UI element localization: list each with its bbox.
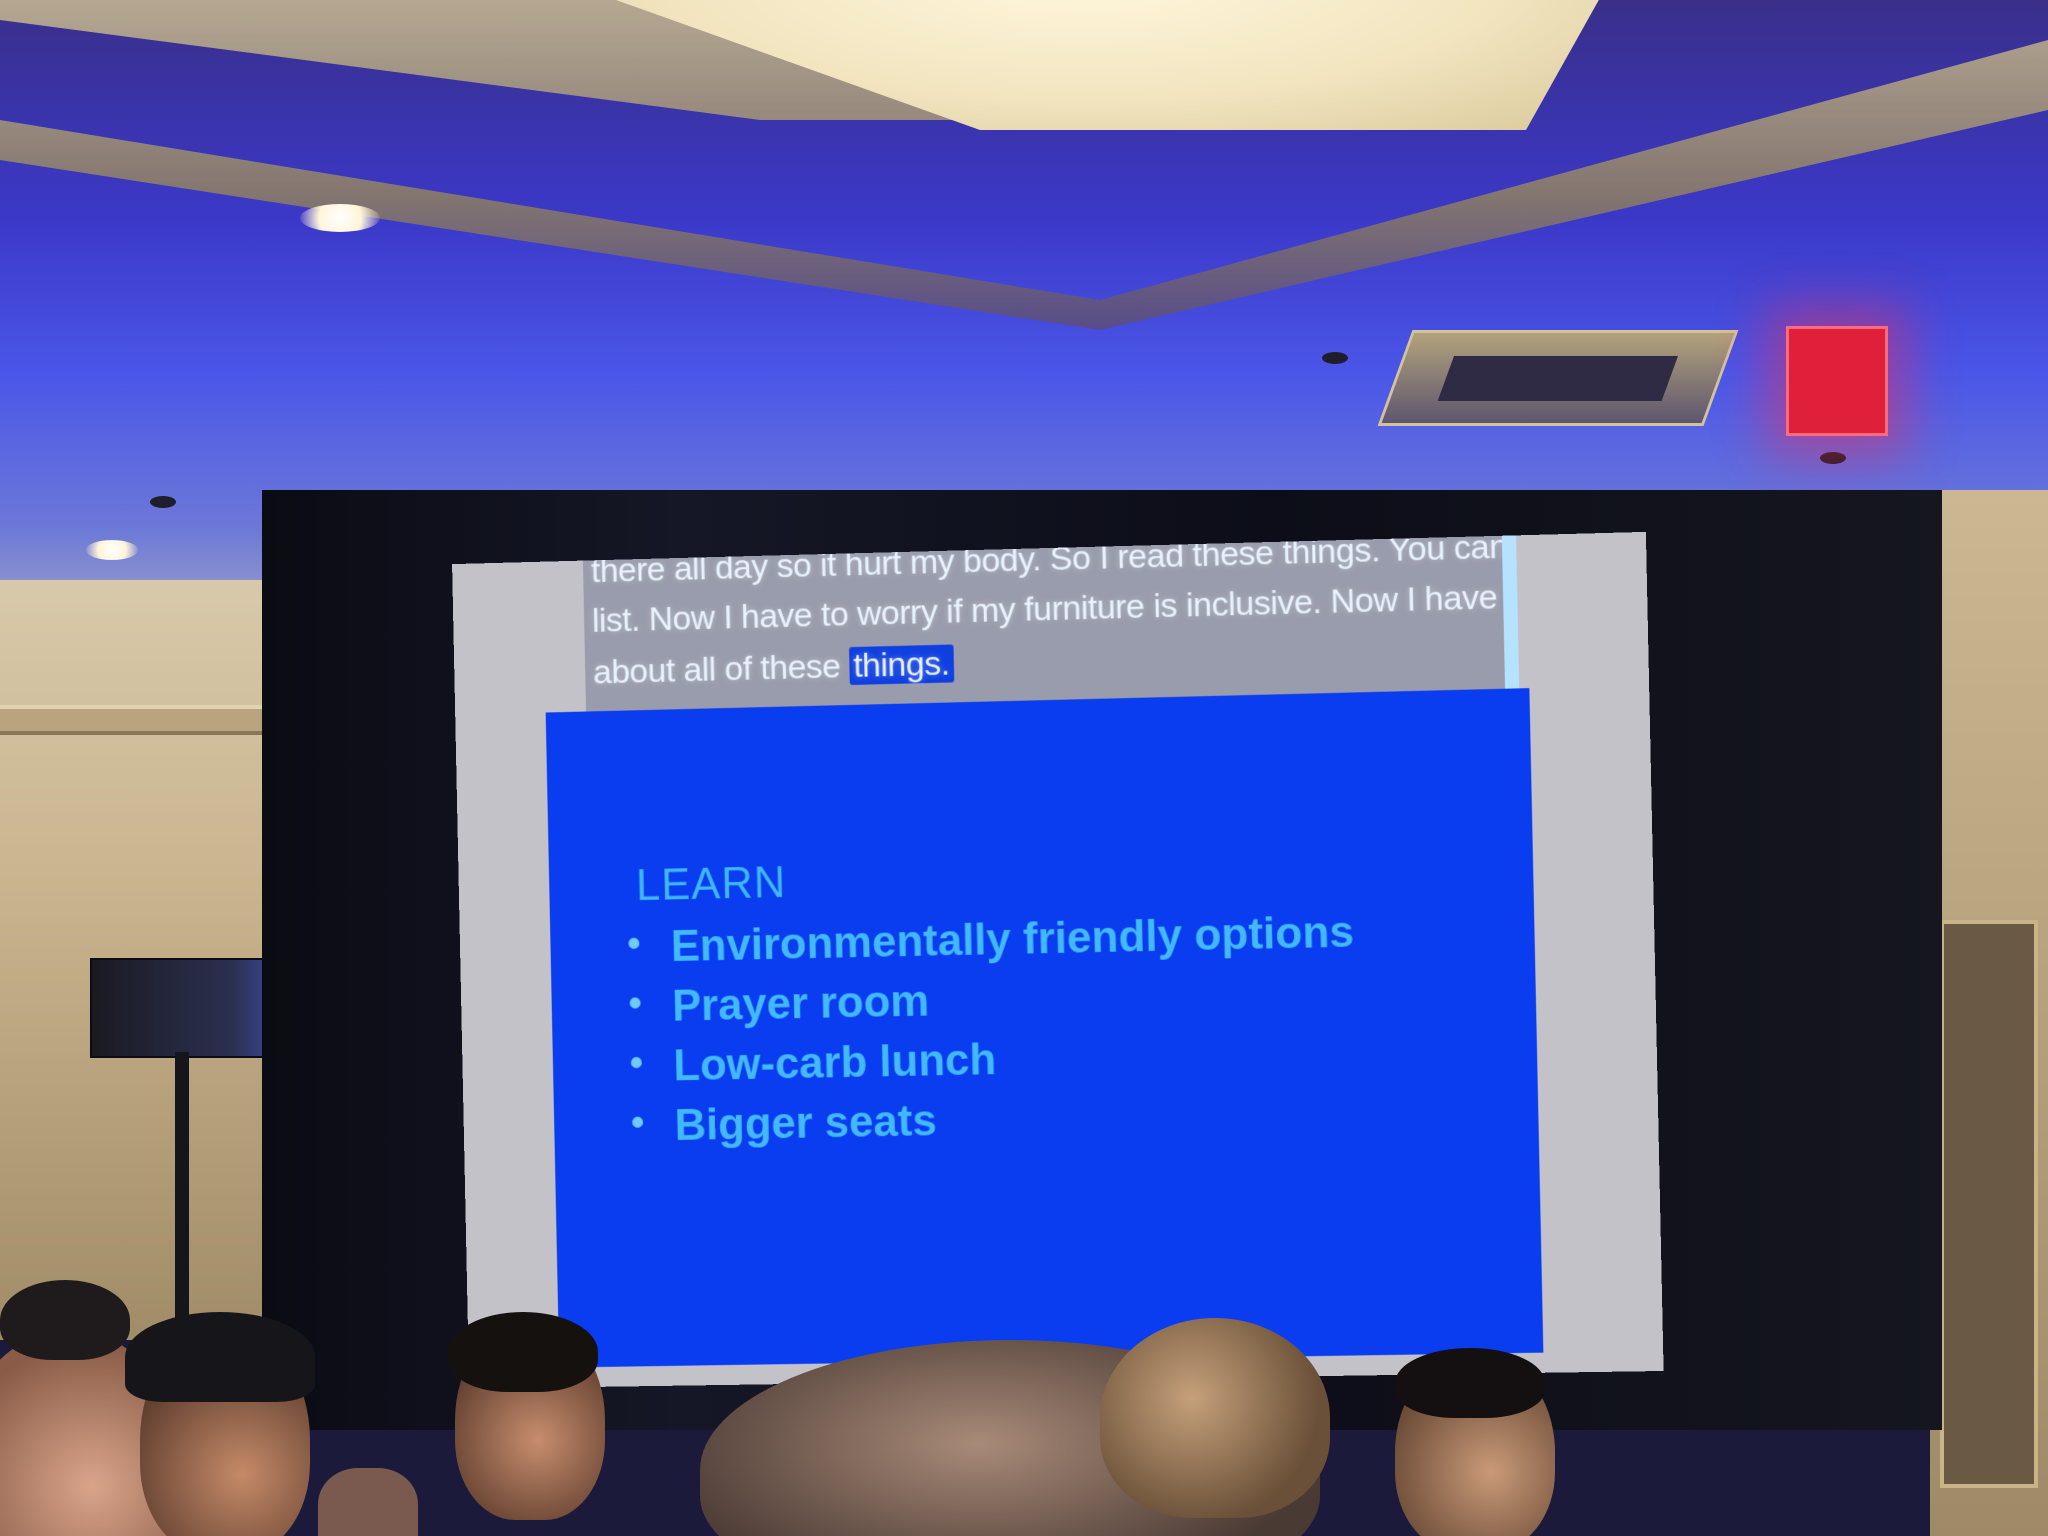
list-item-text: Environmentally friendly options [670, 907, 1354, 971]
exit-sign [1786, 326, 1888, 436]
list-item-text: Bigger seats [674, 1096, 937, 1150]
caption-current-word: things. [849, 644, 954, 685]
ceiling-sprinkler [1322, 352, 1348, 364]
speaker-stand [175, 1052, 189, 1322]
slide-title: LEARN [636, 858, 787, 911]
presentation-slide: LEARN • Environmentally friendly options… [546, 688, 1544, 1367]
caption-line: about all of these things. [593, 644, 954, 692]
bullet-icon: • [627, 923, 641, 966]
projector-screen: there all day so it hurt my body. So I r… [452, 532, 1664, 1389]
audience-head [448, 1312, 598, 1392]
list-item-text: Prayer room [672, 977, 930, 1031]
bullet-icon: • [629, 1042, 643, 1085]
caption-text: about all of these [593, 647, 850, 691]
bullet-icon: • [628, 983, 642, 1026]
live-caption-box: there all day so it hurt my body. So I r… [583, 535, 1519, 713]
bullet-icon: • [631, 1102, 645, 1145]
ceiling-light [86, 540, 138, 560]
ceiling-light [300, 204, 380, 232]
ceiling-sprinkler [1820, 452, 1846, 464]
audience-head [1395, 1348, 1545, 1418]
audience-head [1100, 1318, 1330, 1518]
ceiling-sprinkler [150, 496, 176, 508]
slide-bullet-list: • Environmentally friendly options • Pra… [627, 907, 1359, 1161]
audience-head [0, 1280, 130, 1360]
ceiling-vent [1378, 330, 1739, 426]
list-item-text: Low-carb lunch [673, 1035, 997, 1090]
audience-chair [318, 1468, 418, 1536]
audience-cap [125, 1312, 315, 1402]
list-item: • Bigger seats [631, 1088, 1359, 1161]
right-wall-panel [1940, 920, 2038, 1488]
